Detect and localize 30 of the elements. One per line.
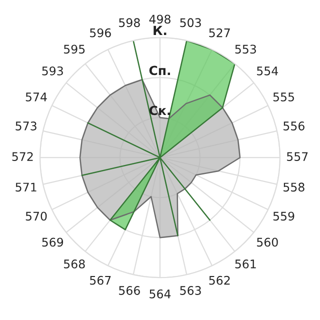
y-tick-label: Сп. [149, 66, 170, 76]
spoke-label: 570 [26, 212, 47, 221]
spoke-label: 556 [284, 122, 304, 130]
spoke-label: 569 [42, 238, 64, 247]
spoke-label: 563 [180, 286, 201, 295]
spoke-label: 574 [26, 92, 47, 102]
spoke-label: 573 [16, 122, 36, 130]
spoke-label: 568 [64, 259, 85, 268]
spoke-label: 554 [257, 66, 278, 76]
spoke-label: 498 [149, 14, 170, 24]
spoke-label: 555 [273, 92, 294, 102]
spoke-label: 503 [180, 18, 201, 28]
spoke-label: 598 [119, 18, 140, 28]
spoke-label: 561 [235, 259, 256, 268]
spoke-label: 593 [42, 66, 63, 76]
spoke-label: 562 [209, 276, 230, 285]
spoke-label: 566 [119, 286, 140, 295]
spoke-label: 559 [273, 212, 294, 221]
spoke-label: 553 [235, 44, 256, 54]
spoke-label: 564 [150, 289, 171, 298]
spoke-label: 527 [209, 28, 230, 38]
spoke-label: 560 [257, 238, 278, 247]
spoke-label: 596 [90, 28, 111, 38]
spoke-label: 567 [90, 276, 111, 285]
spoke-label: 557 [287, 152, 308, 162]
spoke-label: 572 [12, 152, 33, 162]
y-tick-label: К. [154, 26, 166, 35]
spoke-label: 595 [64, 44, 85, 54]
spoke-label: 558 [284, 182, 304, 192]
spoke-label: 571 [16, 182, 36, 192]
